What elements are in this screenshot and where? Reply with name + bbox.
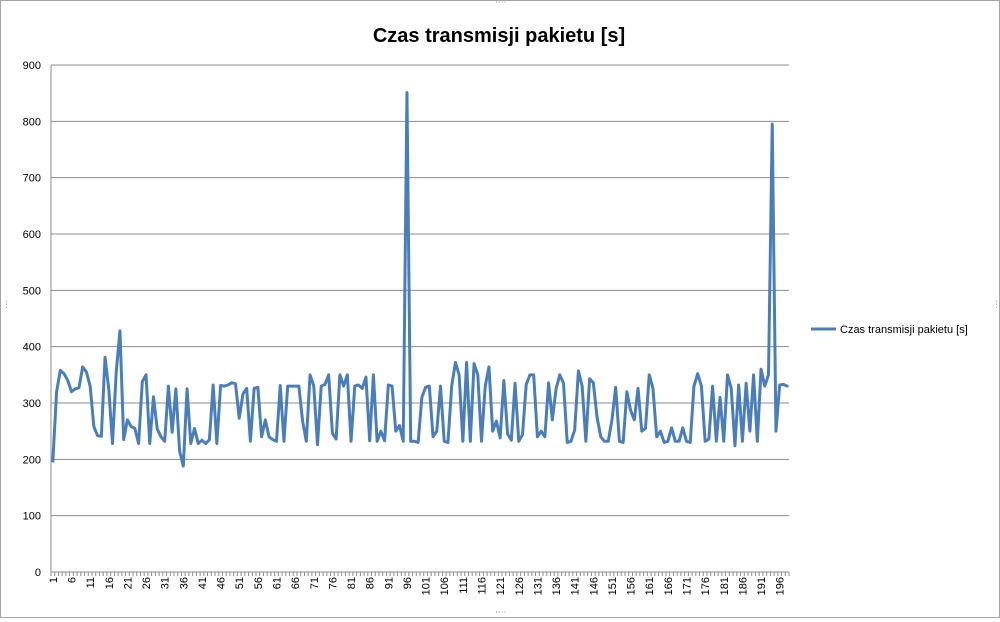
x-tick-label: 191 (756, 577, 768, 595)
y-tick-label: 500 (23, 285, 41, 297)
x-tick-label: 61 (272, 577, 284, 589)
x-tick-label: 16 (104, 577, 116, 589)
x-tick-label: 126 (514, 577, 526, 595)
x-axis-tick-labels: 1 6 11 16 21 26 31 36 41 46 51 56 61 66 71 76 81 86 91 96 10… (48, 577, 787, 595)
legend-label: Czas transmisji pakietu [s] (840, 324, 968, 336)
x-tick-label: 136 (551, 577, 563, 595)
x-tick-label: 131 (532, 577, 544, 595)
x-tick-label: 121 (495, 577, 507, 595)
grid-lines (51, 64, 789, 517)
x-tick-label: 71 (309, 577, 321, 589)
y-tick-label: 400 (23, 342, 41, 354)
x-tick-label: 196 (775, 577, 787, 595)
x-tick-label: 86 (365, 577, 377, 589)
chart-title: Czas transmisji pakietu [s] (373, 25, 625, 47)
x-tick-label: 151 (607, 577, 619, 595)
axes (50, 65, 790, 576)
y-tick-label: 300 (23, 398, 41, 410)
x-tick-label: 171 (682, 577, 694, 595)
x-tick-label: 141 (570, 577, 582, 595)
x-tick-label: 1 (48, 577, 60, 583)
x-tick-label: 161 (644, 577, 656, 595)
x-tick-label: 6 (67, 577, 79, 583)
x-tick-label: 186 (737, 577, 749, 595)
x-tick-label: 31 (160, 577, 172, 589)
x-tick-label: 181 (719, 577, 731, 595)
series-layer (51, 91, 789, 468)
x-tick-label: 111 (458, 577, 470, 594)
x-tick-label: 101 (421, 577, 433, 595)
x-tick-label: 21 (122, 577, 134, 589)
x-tick-label: 11 (85, 577, 97, 588)
x-tick-label: 96 (402, 577, 414, 589)
resize-handle-right[interactable]: ⋮ (992, 300, 1000, 310)
x-tick-label: 81 (346, 577, 358, 589)
x-tick-label: 146 (588, 577, 600, 595)
x-tick-label: 76 (327, 577, 339, 589)
y-tick-label: 800 (23, 116, 41, 128)
x-tick-label: 166 (663, 577, 675, 595)
resize-handle-bottom[interactable]: ···· (495, 608, 507, 618)
x-tick-label: 66 (290, 577, 302, 589)
y-tick-label: 200 (23, 454, 41, 466)
x-tick-label: 176 (700, 577, 712, 595)
x-tick-label: 106 (439, 577, 451, 595)
y-tick-label: 100 (23, 511, 41, 523)
x-tick-label: 116 (477, 577, 489, 595)
x-tick-label: 36 (178, 577, 190, 589)
x-tick-label: 46 (216, 577, 228, 589)
resize-handle-left[interactable]: ⋮ (2, 300, 11, 310)
resize-handle-top[interactable]: ···· (495, 0, 507, 8)
y-tick-label: 700 (23, 173, 41, 185)
x-tick-label: 41 (197, 577, 209, 589)
legend[interactable]: Czas transmisji pakietu [s] (811, 324, 968, 336)
x-tick-label: 26 (141, 577, 153, 589)
x-tick-label: 156 (626, 577, 638, 595)
y-axis-tick-labels: 0 100 200 300 400 500 600 700 800 900 (23, 60, 41, 579)
series-line[interactable] (51, 91, 789, 468)
y-tick-label: 600 (23, 229, 41, 241)
y-tick-label: 0 (35, 567, 41, 579)
y-tick-label: 900 (23, 60, 41, 72)
x-tick-label: 91 (383, 577, 395, 589)
x-tick-label: 51 (234, 577, 246, 589)
x-tick-label: 56 (253, 577, 265, 589)
